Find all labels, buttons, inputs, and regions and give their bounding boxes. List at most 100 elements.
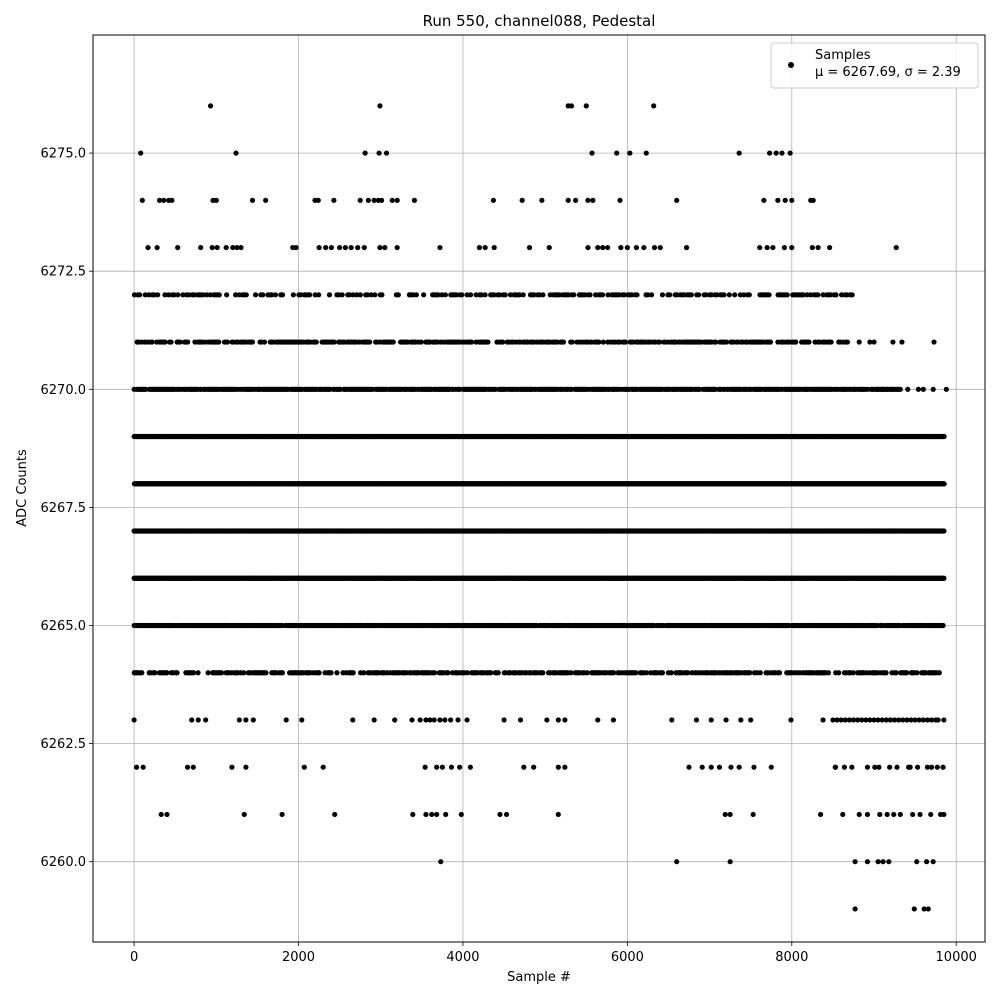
data-point — [482, 292, 488, 298]
data-point — [418, 339, 424, 345]
data-point — [143, 386, 149, 392]
data-point — [741, 292, 747, 298]
data-point — [737, 292, 743, 298]
data-point — [478, 292, 485, 298]
data-point — [233, 292, 239, 298]
data-point — [269, 292, 275, 298]
data-point — [833, 292, 839, 298]
data-point — [279, 292, 286, 298]
data-point — [185, 339, 191, 345]
data-point — [298, 292, 304, 298]
data-point — [941, 433, 947, 440]
data-point — [421, 292, 427, 298]
data-point — [540, 292, 546, 298]
data-point — [216, 292, 222, 298]
data-point — [216, 339, 222, 345]
data-point — [372, 292, 378, 298]
data-point — [485, 339, 491, 345]
data-point — [243, 292, 249, 298]
data-point — [326, 292, 333, 298]
data-point — [507, 292, 514, 298]
data-point — [331, 339, 337, 345]
data-point — [413, 292, 419, 298]
data-point — [808, 292, 814, 298]
data-point — [165, 292, 172, 298]
data-point — [162, 292, 168, 298]
data-point — [648, 292, 655, 298]
data-point — [645, 292, 651, 298]
data-point — [767, 339, 774, 345]
data-point — [261, 339, 268, 345]
data-point — [520, 292, 526, 298]
data-point — [200, 292, 206, 298]
data-point — [350, 292, 356, 298]
data-point — [435, 292, 441, 298]
data-point — [605, 292, 611, 298]
data-point — [828, 339, 834, 345]
data-point — [800, 292, 806, 298]
data-point — [177, 339, 183, 345]
data-point — [168, 339, 174, 345]
data-point — [186, 292, 192, 298]
data-point — [500, 339, 506, 345]
data-point — [175, 292, 181, 298]
data-point — [171, 292, 177, 298]
data-point — [622, 339, 629, 345]
data-point — [714, 292, 720, 298]
data-point — [260, 292, 266, 298]
data-point — [390, 339, 396, 345]
data-point — [708, 292, 714, 298]
data-point — [162, 339, 168, 345]
data-point — [844, 339, 851, 345]
data-point — [149, 339, 155, 345]
data-point — [491, 292, 497, 298]
data-point — [252, 292, 259, 298]
data-point — [142, 292, 148, 298]
data-point — [726, 292, 732, 298]
data-point — [596, 339, 602, 345]
data-point — [367, 339, 373, 345]
data-points — [131, 103, 949, 912]
data-point — [667, 292, 673, 298]
data-point — [224, 339, 231, 345]
data-point — [746, 292, 752, 298]
data-point — [820, 292, 826, 298]
data-point — [137, 292, 143, 298]
data-point — [560, 339, 567, 345]
data-point — [442, 292, 448, 298]
data-point — [703, 292, 709, 298]
data-point — [316, 292, 322, 298]
data-point — [339, 292, 345, 298]
data-point — [468, 292, 474, 298]
data-point — [723, 339, 729, 345]
data-point — [599, 292, 606, 298]
data-point — [395, 292, 401, 298]
data-point — [155, 292, 161, 298]
data-point — [806, 339, 812, 345]
data-point — [272, 292, 279, 298]
data-point — [496, 292, 503, 298]
data-point — [815, 292, 821, 298]
data-point — [469, 339, 475, 345]
data-point — [313, 339, 319, 345]
data-point — [766, 292, 772, 298]
data-point — [364, 292, 371, 298]
data-point — [838, 292, 845, 298]
data-point — [784, 292, 790, 298]
data-point — [827, 292, 834, 298]
data-point — [502, 292, 508, 298]
data-point — [354, 292, 360, 298]
data-point — [473, 292, 479, 298]
data-point — [459, 292, 465, 298]
data-point — [146, 292, 152, 298]
data-point — [732, 292, 738, 298]
data-point — [657, 339, 663, 345]
data-point — [634, 292, 640, 298]
data-point — [224, 292, 230, 298]
data-point — [569, 339, 575, 345]
data-point — [379, 292, 385, 298]
data-point — [207, 292, 213, 298]
